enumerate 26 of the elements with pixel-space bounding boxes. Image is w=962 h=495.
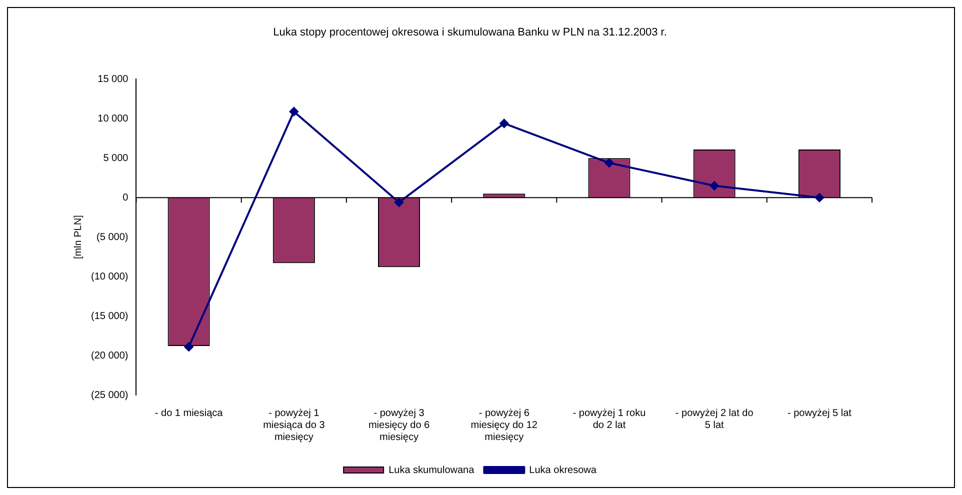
y-tick-label: 10 000: [98, 113, 129, 124]
x-tick-label: - powyżej 5 lat: [787, 408, 852, 419]
legend-label: Luka okresowa: [529, 464, 597, 476]
x-tick-label: - do 1 miesiąca: [154, 408, 224, 419]
x-tick-label: - powyżej 2 lat do 5 lat: [675, 408, 754, 431]
point: [289, 107, 298, 116]
y-tick-label: 0: [122, 192, 129, 204]
point: [184, 342, 194, 352]
point: [394, 198, 404, 207]
y-axis-title: [mln PLN]: [72, 214, 84, 260]
y-tick-label: (5 000): [96, 232, 128, 243]
point: [604, 158, 614, 168]
y-tick-label: 15 000: [98, 74, 129, 85]
y-tick-label: (20 000): [90, 350, 128, 362]
legend-label: Luka skumulowana: [388, 464, 475, 476]
y-tick-label: (10 000): [90, 271, 128, 282]
y-tick-label: 5 000: [103, 152, 129, 164]
point: [500, 118, 509, 128]
y-tick-label: (15 000): [90, 310, 128, 322]
x-tick-label: - powyżej 6 miesięcy do 12 miesięcy: [470, 408, 538, 443]
x-tick-label: - powyżej 1 miesiąca do 3 miesięcy: [263, 408, 326, 443]
point: [710, 181, 719, 190]
x-tick-label: - powyżej 1 roku do 2 lat: [572, 408, 646, 431]
y-tick-label: (25 000): [90, 390, 128, 401]
chart-title: Luka stopy procentowej okresowa i skumulowana Banku w PLN na 31.12.2003 r.: [273, 26, 667, 39]
x-tick-label: - powyżej 3 miesięcy do 6 miesięcy: [368, 408, 430, 443]
